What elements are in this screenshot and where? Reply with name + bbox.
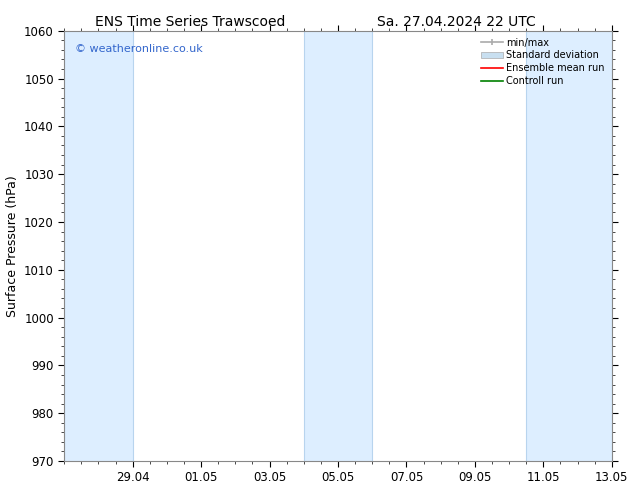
Y-axis label: Surface Pressure (hPa): Surface Pressure (hPa) <box>6 175 18 317</box>
Text: Sa. 27.04.2024 22 UTC: Sa. 27.04.2024 22 UTC <box>377 15 536 29</box>
Text: © weatheronline.co.uk: © weatheronline.co.uk <box>75 44 203 53</box>
Bar <box>64 31 133 461</box>
Bar <box>526 31 612 461</box>
Text: ENS Time Series Trawscoed: ENS Time Series Trawscoed <box>95 15 285 29</box>
Legend: min/max, Standard deviation, Ensemble mean run, Controll run: min/max, Standard deviation, Ensemble me… <box>479 36 607 88</box>
Bar <box>304 31 372 461</box>
